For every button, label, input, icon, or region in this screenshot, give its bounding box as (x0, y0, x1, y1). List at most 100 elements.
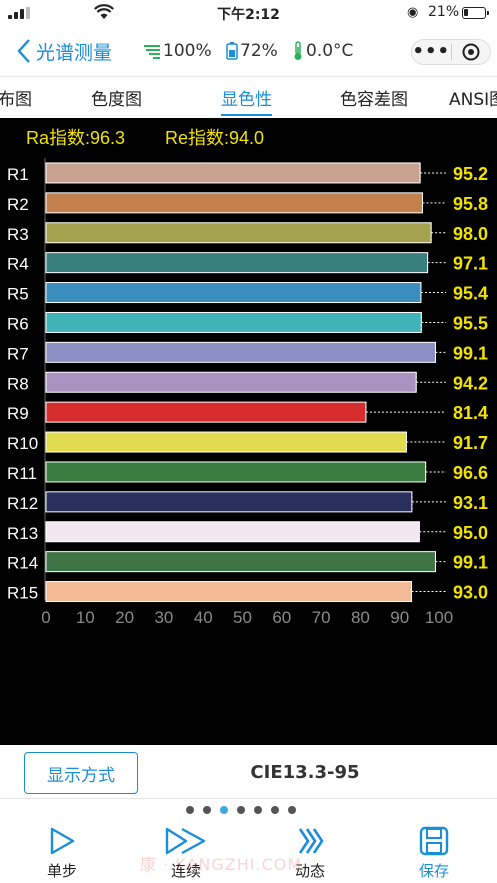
re-index-label: Re指数:94.0 (165, 128, 264, 148)
thermometer-icon (294, 41, 302, 60)
divider (0, 798, 497, 799)
chevrons-right-icon (298, 828, 324, 854)
x-tick-label: 30 (154, 608, 173, 627)
page-dot[interactable] (237, 806, 245, 814)
temperature-value: 0.0°C (306, 41, 354, 61)
rotation-lock-icon: ◉ (407, 5, 419, 20)
category-label: R11 (7, 464, 37, 483)
x-tick-label: 10 (76, 608, 95, 627)
dynamic-button[interactable]: 动态 (270, 824, 350, 881)
page-dot[interactable] (288, 806, 296, 814)
bar (45, 581, 412, 603)
value-label: 95.5 (453, 313, 488, 333)
value-label: 95.8 (453, 194, 488, 214)
category-label: R8 (7, 374, 29, 393)
bar (45, 162, 421, 184)
cellular-signal-icon (8, 7, 30, 19)
category-label: R5 (7, 285, 29, 304)
value-label: 91.7 (453, 433, 488, 453)
bar (45, 521, 420, 543)
category-label: R15 (7, 584, 38, 603)
x-tick-label: 90 (390, 608, 409, 627)
x-tick-label: 50 (233, 608, 252, 627)
value-label: 98.0 (453, 224, 488, 244)
tab-layout[interactable]: 布图 (0, 90, 32, 110)
value-label: 97.1 (453, 254, 488, 274)
bottom-toolbar: 单步 连续 动态 保存 (0, 820, 497, 883)
chevron-left-icon (17, 39, 30, 63)
display-mode-button[interactable]: 显示方式 (24, 752, 138, 794)
status-bar: 下午2:12 ◉ 21% (0, 0, 497, 26)
back-button[interactable]: 光谱测量 (16, 36, 112, 66)
value-label: 95.0 (453, 523, 488, 543)
standard-label: CIE13.3-95 (250, 762, 360, 783)
value-label: 96.6 (453, 463, 488, 483)
page-dot[interactable] (220, 806, 228, 814)
category-label: R1 (7, 165, 29, 184)
bar (45, 461, 427, 483)
continuous-label: 连续 (170, 862, 201, 880)
save-icon (419, 826, 449, 856)
value-label: 94.2 (453, 373, 488, 393)
device-battery-icon (226, 42, 238, 60)
value-label: 93.1 (453, 493, 488, 513)
single-step-label: 单步 (46, 862, 77, 880)
device-battery-stat: 72% (226, 40, 278, 62)
category-label: R3 (7, 225, 29, 244)
play-icon (50, 827, 75, 855)
value-label: 95.2 (453, 164, 488, 184)
tab-ansi[interactable]: ANSI图 (449, 90, 497, 110)
bar (45, 491, 413, 513)
x-tick-label: 0 (41, 608, 50, 627)
status-battery-text: 21% (428, 4, 460, 20)
nav-bar: 光谱测量 100% 72% 0.0°C ••• (0, 26, 497, 76)
category-label: R10 (7, 434, 38, 453)
tab-bar: 布图 色度图 显色性 色容差图 ANSI图 (0, 76, 497, 118)
bar (45, 431, 407, 453)
watermark: 康 · KANGZHI.COM (140, 855, 303, 874)
bar (45, 282, 422, 304)
bar (45, 222, 432, 244)
value-label: 93.0 (453, 583, 488, 603)
category-label: R6 (7, 314, 29, 333)
page-dot[interactable] (254, 806, 262, 814)
save-label: 保存 (418, 862, 449, 880)
x-tick-label: 60 (272, 608, 291, 627)
category-label: R2 (7, 195, 29, 214)
page-indicator (186, 806, 296, 816)
close-target-icon[interactable] (451, 43, 490, 61)
value-label: 81.4 (453, 403, 488, 423)
bar (45, 192, 423, 214)
tab-chromaticity[interactable]: 色度图 (91, 90, 142, 110)
x-tick-label: 40 (194, 608, 213, 627)
page-dot[interactable] (271, 806, 279, 814)
device-battery-value: 72% (240, 41, 278, 61)
bar (45, 341, 436, 363)
category-label: R4 (7, 255, 29, 274)
tab-color-rendering[interactable]: 显色性 (221, 85, 272, 116)
category-label: R13 (7, 524, 38, 543)
bar (45, 371, 417, 393)
x-tick-label: 70 (312, 608, 331, 627)
page-dot[interactable] (203, 806, 211, 814)
double-play-icon (165, 827, 206, 855)
status-time: 下午2:12 (217, 7, 280, 23)
signal-stat: 100% (143, 40, 212, 62)
value-label: 95.4 (453, 284, 488, 304)
dynamic-label: 动态 (294, 862, 325, 880)
single-step-button[interactable]: 单步 (22, 824, 102, 881)
category-label: R7 (7, 344, 29, 363)
tab-color-tolerance[interactable]: 色容差图 (340, 90, 408, 110)
more-icon[interactable]: ••• (412, 41, 450, 62)
x-tick-label: 100 (425, 608, 453, 627)
continuous-button[interactable]: 连续 (146, 824, 226, 881)
temperature-stat: 0.0°C (292, 40, 353, 62)
wifi-icon (94, 4, 114, 19)
save-button[interactable]: 保存 (394, 824, 474, 881)
bar (45, 551, 436, 573)
bar-chart: Ra指数:96.3 Re指数:94.0 R1 95.2 R2 95.8 R3 98.0 R4… (7, 128, 488, 627)
x-tick-label: 20 (115, 608, 134, 627)
nav-title: 光谱测量 (36, 41, 113, 64)
page-dot[interactable] (186, 806, 194, 814)
signal-value: 100% (163, 41, 212, 61)
